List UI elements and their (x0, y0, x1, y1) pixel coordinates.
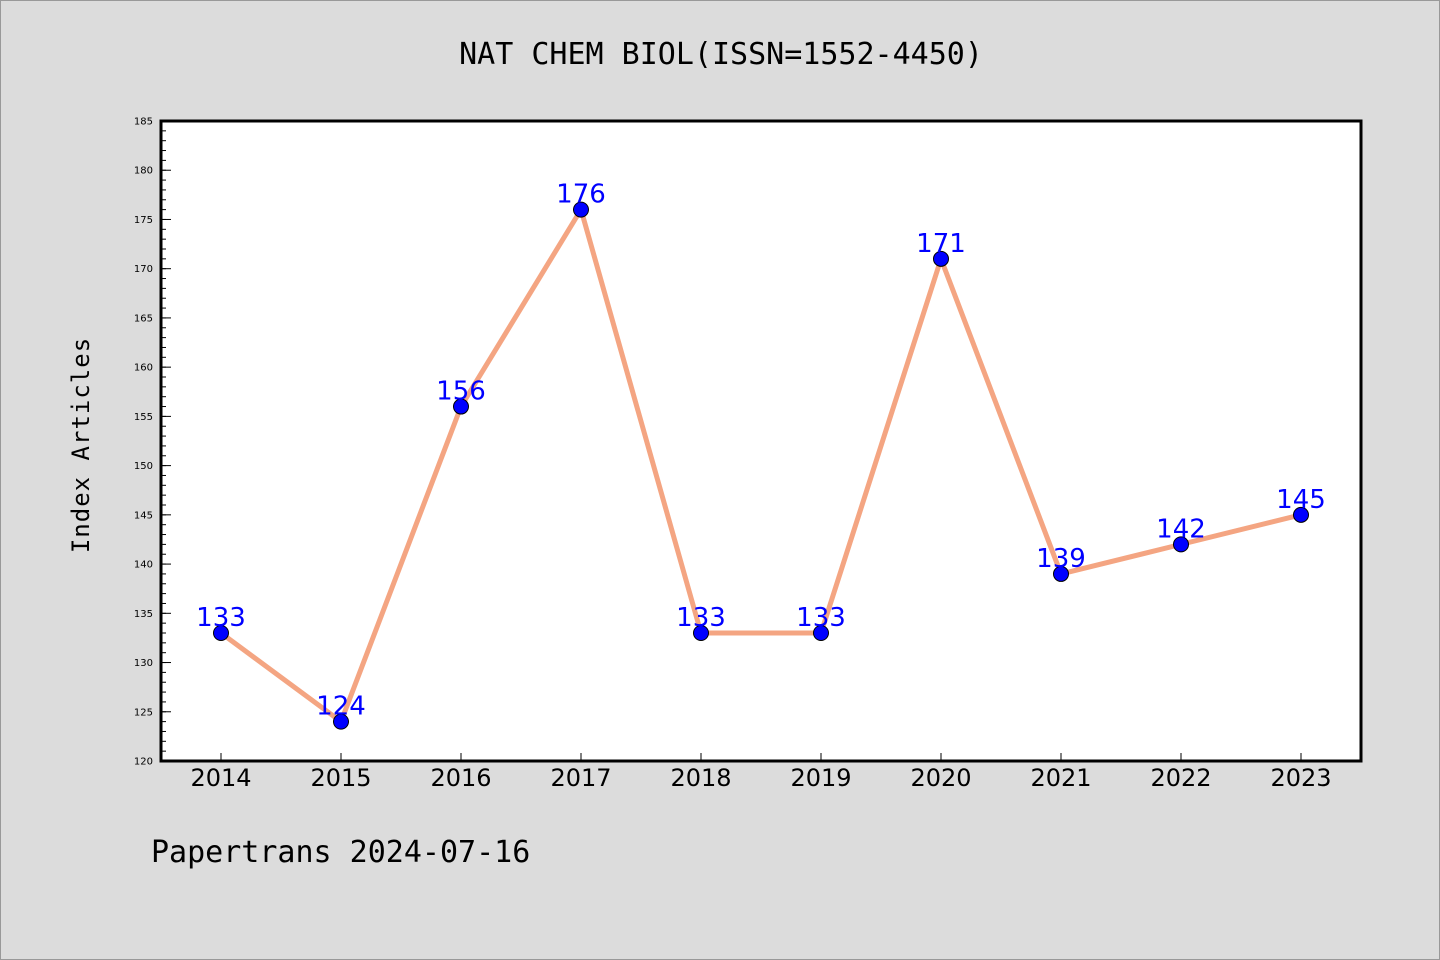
x-tick-label: 2014 (190, 764, 251, 792)
data-label: 142 (1156, 514, 1206, 544)
y-tick-label: 135 (134, 609, 153, 620)
data-point (1053, 565, 1069, 582)
data-label: 133 (676, 603, 726, 633)
y-tick-label: 120 (134, 757, 153, 768)
y-tick-label: 170 (134, 264, 153, 275)
data-label: 133 (796, 603, 846, 633)
series-line (218, 207, 1304, 725)
y-tick-label: 125 (134, 707, 153, 718)
y-tick-label: 130 (134, 658, 153, 669)
x-tick-label: 2017 (550, 764, 611, 792)
y-tick-label: 165 (134, 313, 153, 324)
x-tick-label: 2020 (910, 764, 971, 792)
data-label: 124 (316, 692, 366, 722)
x-tick-label: 2018 (670, 764, 731, 792)
data-label: 171 (916, 229, 966, 259)
x-tick-label: 2022 (1150, 764, 1211, 792)
y-tick-label: 155 (134, 412, 153, 423)
x-tick-label: 2019 (790, 764, 851, 792)
watermark: Papertrans 2024-07-16 (151, 835, 531, 870)
data-point (453, 398, 469, 415)
y-tick-label: 180 (134, 166, 153, 177)
x-tick-label: 2015 (310, 764, 371, 792)
data-label: 156 (436, 377, 486, 407)
data-point (693, 625, 709, 641)
y-tick-label: 145 (134, 510, 153, 521)
data-label: 176 (556, 180, 606, 210)
y-tick-label: 140 (134, 560, 153, 571)
data-point (213, 625, 229, 641)
data-label: 133 (196, 603, 246, 633)
data-point (573, 201, 589, 218)
data-point (1173, 536, 1189, 553)
y-tick-label: 160 (134, 363, 153, 374)
x-tick-label: 2021 (1030, 764, 1091, 792)
data-point (813, 625, 829, 641)
y-tick-label: 150 (134, 461, 153, 472)
data-label: 139 (1036, 544, 1086, 574)
data-point (333, 713, 349, 730)
x-tick-label: 2023 (1270, 764, 1331, 792)
plot-frame (159, 119, 1363, 763)
data-point (933, 250, 949, 267)
y-tick-label: 185 (134, 117, 153, 128)
x-tick-label: 2016 (430, 764, 491, 792)
chart-title: NAT CHEM BIOL(ISSN=1552-4450) (459, 37, 983, 72)
data-label: 145 (1276, 485, 1326, 515)
y-tick-label: 175 (134, 215, 153, 226)
data-point (1293, 506, 1309, 523)
